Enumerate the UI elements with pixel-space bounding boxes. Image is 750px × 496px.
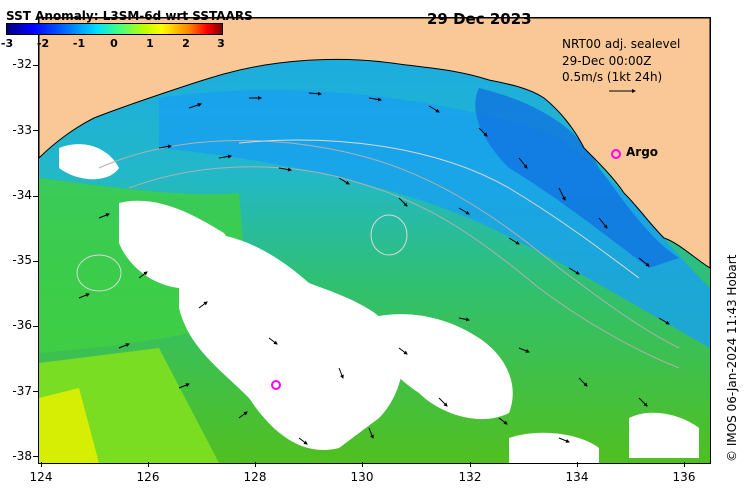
x-tick-mark [148,462,149,467]
x-tick-mark [362,462,363,467]
eddy-contour-2 [76,254,122,292]
y-tick-label: -38 [12,449,32,463]
colorbar-tick: 3 [217,37,225,50]
eddy-contour-1 [370,214,408,256]
y-tick-label: -35 [12,253,32,267]
y-tick-label: -36 [12,318,32,332]
x-tick-label: 128 [243,470,267,484]
x-tick-mark [577,462,578,467]
x-tick-mark [41,462,42,467]
sst-map [39,18,710,463]
credit-text: © IMOS 06-Jan-2024 11:43 Hobart [725,254,739,462]
y-tick-mark [33,456,38,457]
x-tick-label: 136 [672,470,696,484]
current-vectors [78,91,670,445]
y-tick-mark [33,196,38,197]
cloud-mask-4 [509,432,599,463]
x-tick-mark [255,462,256,467]
cloud-mask-2 [179,232,403,450]
cold-anomaly-core [475,88,679,268]
land-mass [39,18,710,269]
x-tick-label: 134 [565,470,589,484]
x-tick-label: 132 [458,470,482,484]
cloud-mask-5 [59,144,119,180]
argo-float-marker [271,380,281,390]
info-scale: 0.5m/s (1kt 24h) [562,70,663,84]
y-tick-label: -32 [12,57,32,71]
cloud-mask-6 [629,412,699,458]
map-date: 29 Dec 2023 [427,10,532,28]
sea-level-contour-3 [238,139,640,279]
colorbar-tick: 1 [146,37,154,50]
argo-float-marker [611,149,621,159]
sea-level-contour-2 [128,166,680,369]
colorbar [6,23,223,35]
x-tick-label: 124 [29,470,53,484]
map-panel [38,17,711,464]
y-tick-label: -33 [12,123,32,137]
colorbar-tick: 2 [182,37,190,50]
y-tick-mark [33,130,38,131]
y-tick-mark [33,65,38,66]
colorbar-tick: -2 [36,37,50,50]
colorbar-tick: 0 [110,37,118,50]
x-tick-mark [470,462,471,467]
info-time: 29-Dec 00:00Z [562,54,652,68]
colorbar-tick: -1 [72,37,86,50]
x-tick-label: 126 [136,470,160,484]
argo-label: Argo [626,145,659,159]
y-tick-mark [33,261,38,262]
y-tick-mark [33,326,38,327]
x-tick-mark [684,462,685,467]
y-tick-label: -34 [12,188,32,202]
sea-level-contour-1 [98,140,680,349]
hot-anomaly-corner [39,388,99,463]
x-tick-label: 130 [350,470,374,484]
info-source: NRT00 adj. sealevel [562,37,681,51]
y-tick-label: -37 [12,384,32,398]
cloud-mask-3 [369,314,513,420]
colorbar-tick: -3 [0,37,14,50]
y-tick-mark [33,391,38,392]
map-title: SST Anomaly: L3SM-6d wrt SSTAARS [6,9,253,23]
